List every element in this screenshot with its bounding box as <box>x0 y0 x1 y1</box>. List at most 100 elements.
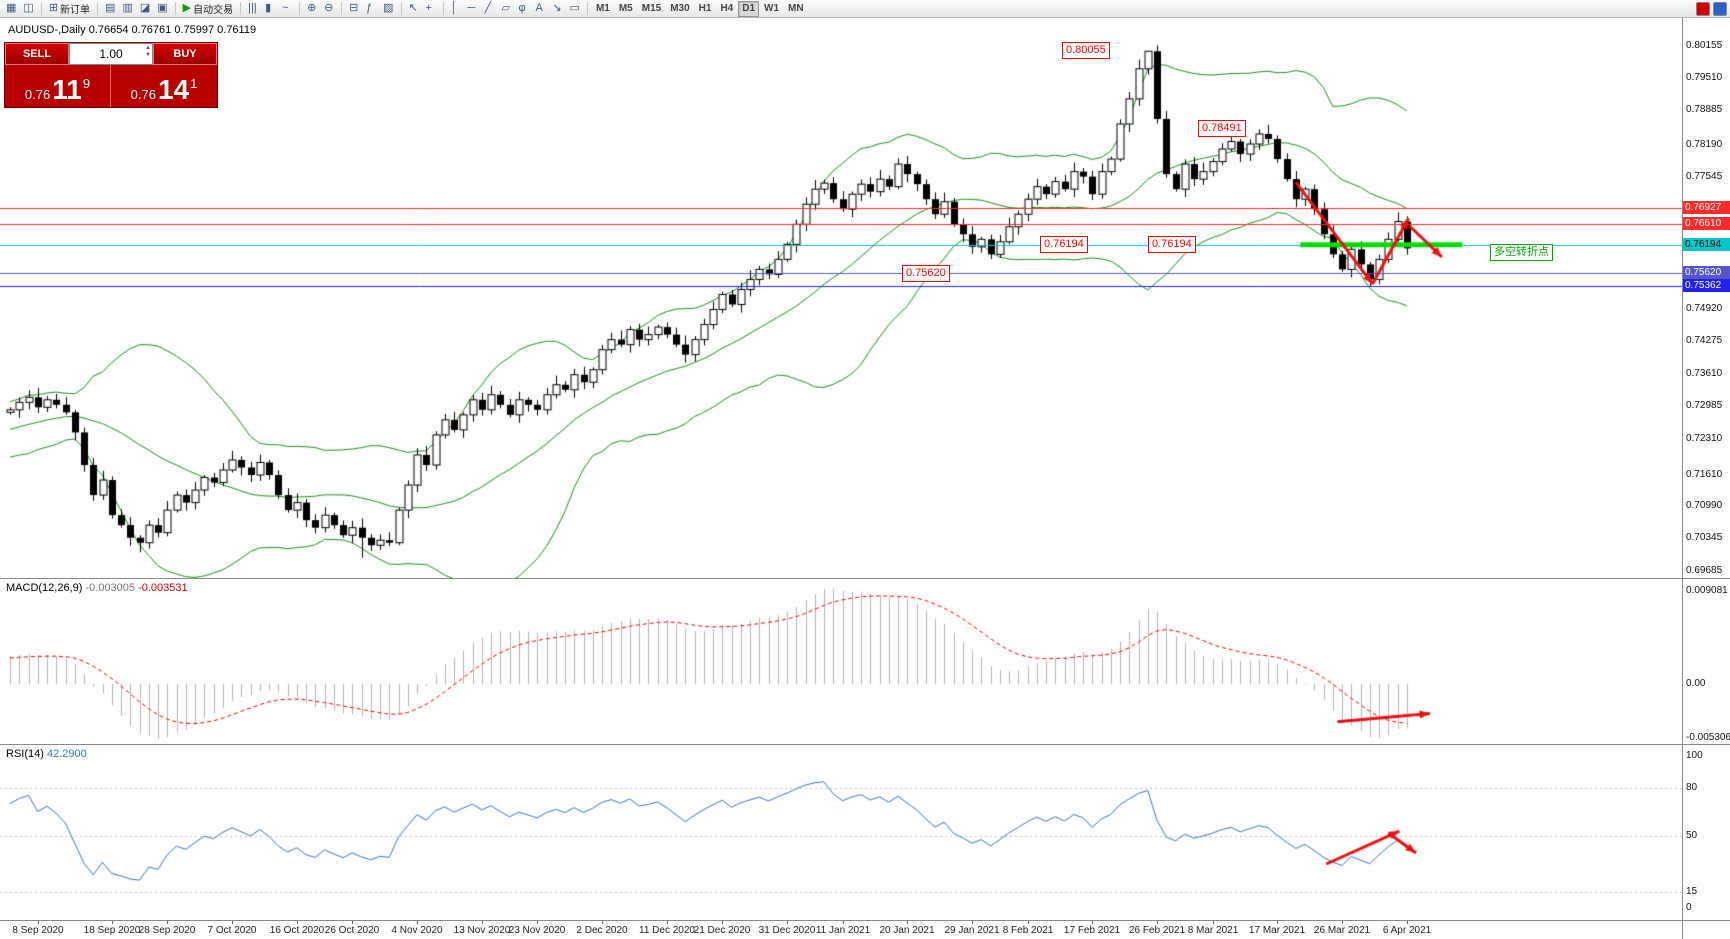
note-turning-point[interactable]: 多空转折点 <box>1490 244 1553 261</box>
time-axis-label: 17 Feb 2021 <box>1063 925 1121 936</box>
macd-panel-separator[interactable] <box>0 578 1730 579</box>
time-axis-label: 4 Nov 2020 <box>391 925 443 936</box>
text-button[interactable]: A <box>533 1 549 17</box>
terminal-button[interactable]: ▣ <box>154 1 170 17</box>
bar-chart-button[interactable]: ||| <box>245 1 261 17</box>
time-axis-tick <box>907 920 908 924</box>
price-axis-label: 0.79510 <box>1686 72 1723 84</box>
chart-profiles-button[interactable]: ◫ <box>20 1 36 17</box>
cursor-icon: ↖ <box>408 2 418 14</box>
time-axis-tick <box>1407 920 1408 924</box>
time-axis-tick <box>417 920 418 924</box>
templates-button[interactable]: ▨ <box>380 1 396 17</box>
horizontal-line-button[interactable]: ─ <box>465 1 481 17</box>
macd-panel-canvas[interactable] <box>0 578 1682 744</box>
toolbar-separator <box>299 2 301 15</box>
channel-button[interactable]: ▱ <box>499 1 515 17</box>
fibonacci-button[interactable]: φ <box>516 1 532 17</box>
timeframe-m5-button[interactable]: M5 <box>615 1 637 17</box>
timeframe-mn-button[interactable]: MN <box>784 1 808 17</box>
news-icon[interactable] <box>1696 1 1710 16</box>
toolbar-separator <box>240 2 242 15</box>
ask-pip-digit: 1 <box>190 76 198 91</box>
sell-button[interactable]: SELL <box>5 43 69 65</box>
timeframe-m30-button[interactable]: M30 <box>666 1 693 17</box>
terminal-icon: ▣ <box>157 2 168 14</box>
timeframe-h4-button[interactable]: H4 <box>716 1 737 17</box>
market-watch-button[interactable]: ▤ <box>102 1 118 17</box>
volume-stepper[interactable]: ▲ ▼ <box>145 45 151 59</box>
ask-big-digits: 14 <box>157 74 190 106</box>
timeframe-m1-button[interactable]: M1 <box>592 1 614 17</box>
zoom-out-icon: ⊖ <box>324 2 334 14</box>
time-axis-label: 23 Nov 2020 <box>508 925 566 936</box>
toolbar-separator <box>97 2 99 15</box>
new-chart-icon: ▦ <box>6 2 17 14</box>
zoom-in-button[interactable]: ⊕ <box>304 1 320 17</box>
time-axis[interactable]: 8 Sep 2020 18 Sep 2020 28 Sep 2020 7 Oct 20… <box>0 920 1682 939</box>
zoom-in-icon: ⊕ <box>307 2 317 14</box>
zoom-out-button[interactable]: ⊖ <box>321 1 337 17</box>
bid-price[interactable]: 0.76 11 9 <box>5 65 111 107</box>
time-axis-separator <box>0 920 1730 921</box>
macd-signal-value: -0.003531 <box>138 582 188 594</box>
new-order-button[interactable]: ⊞ 新订单 <box>46 1 93 17</box>
data-window-button[interactable]: ▥ <box>119 1 135 17</box>
rsi-name: RSI(14) <box>6 748 44 760</box>
price-label-support-3[interactable]: 0.75620 <box>902 265 950 282</box>
price-axis-label: 0.74920 <box>1686 302 1723 314</box>
price-label-high[interactable]: 0.80055 <box>1062 42 1110 59</box>
timeframe-d1-button[interactable]: D1 <box>738 0 760 17</box>
timeframe-w1-button[interactable]: W1 <box>760 1 783 17</box>
time-axis-label: 2 Dec 2020 <box>576 925 628 936</box>
timeframe-h1-button[interactable]: H1 <box>695 1 716 17</box>
indicators-button[interactable]: ƒ <box>363 1 379 17</box>
mail-icon[interactable] <box>1713 1 1727 16</box>
trendline-button[interactable]: ╱ <box>482 1 498 17</box>
cursor-button[interactable]: ↖ <box>406 1 422 17</box>
time-axis-label: 31 Dec 2020 <box>758 925 816 936</box>
toolbar-separator <box>40 2 42 15</box>
line-chart-button[interactable]: ~ <box>279 1 295 17</box>
price-axis[interactable]: 0.80155 0.79510 0.78885 0.78190 0.77545 0.749… <box>1682 18 1730 939</box>
tile-windows-button[interactable]: ⊟ <box>346 1 362 17</box>
price-label-swing-high[interactable]: 0.78491 <box>1198 120 1246 137</box>
channel-icon: ▱ <box>501 2 510 14</box>
arrow-tools-button[interactable]: ↘ <box>550 1 566 17</box>
rsi-panel-canvas[interactable] <box>0 744 1682 920</box>
vertical-line-button[interactable]: │ <box>448 1 464 17</box>
toolbar-separator <box>174 2 176 15</box>
price-axis-label: 0.78885 <box>1686 103 1723 115</box>
rsi-panel-separator[interactable] <box>0 744 1730 745</box>
time-axis-tick <box>602 920 603 924</box>
chart-title: AUDUSD-,Daily 0.76654 0.76761 0.75997 0.… <box>8 24 256 36</box>
price-chart-canvas[interactable] <box>0 18 1682 578</box>
volume-up-icon[interactable]: ▲ <box>145 45 151 51</box>
price-label-support-1[interactable]: 0.76194 <box>1040 236 1088 253</box>
indicators-icon: ƒ <box>366 2 373 14</box>
timeframe-m15-button[interactable]: M15 <box>638 1 665 17</box>
candlestick-chart-icon: ▮ <box>265 2 272 14</box>
toolbar-separator <box>341 2 343 15</box>
volume-input[interactable] <box>70 46 152 62</box>
autotrading-button[interactable]: ▶ 自动交易 <box>180 1 236 17</box>
time-axis-label: 26 Oct 2020 <box>324 925 380 936</box>
navigator-icon: ◪ <box>139 2 151 14</box>
crosshair-button[interactable]: + <box>423 1 439 17</box>
buy-button[interactable]: BUY <box>153 43 217 65</box>
rsi-axis-label: 50 <box>1686 830 1698 841</box>
time-axis-label: 20 Jan 2021 <box>879 925 935 936</box>
candlestick-chart-button[interactable]: ▮ <box>262 1 278 17</box>
ask-price[interactable]: 0.76 14 1 <box>111 65 217 107</box>
time-axis-label: 16 Oct 2020 <box>269 925 325 936</box>
ask-prefix: 0.76 <box>130 86 156 102</box>
volume-down-icon[interactable]: ▼ <box>145 52 151 59</box>
toolbar-right-icons <box>1696 1 1727 16</box>
navigator-button[interactable]: ◪ <box>137 1 153 17</box>
toolbar-separator <box>400 2 402 15</box>
shapes-button[interactable]: ▭ <box>567 1 583 17</box>
new-chart-button[interactable]: ▦ <box>3 1 19 17</box>
tile-windows-icon: ⊟ <box>349 2 359 14</box>
price-label-support-2[interactable]: 0.76194 <box>1148 236 1196 253</box>
time-axis-label: 8 Mar 2021 <box>1187 925 1239 936</box>
